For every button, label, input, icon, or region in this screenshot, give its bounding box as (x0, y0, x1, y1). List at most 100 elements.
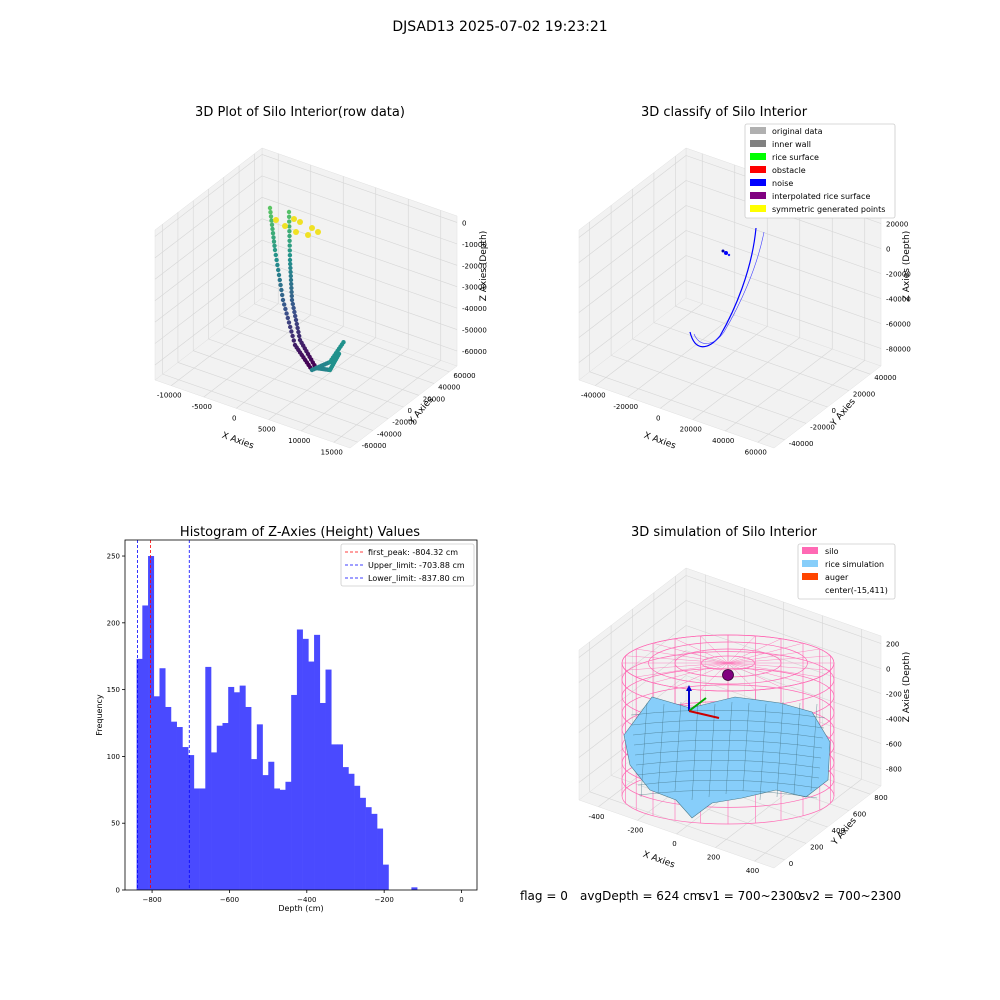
classify-zgrid (578, 255, 687, 338)
raw-point (287, 243, 292, 248)
classify-legend-swatch (750, 205, 766, 212)
simulation-3d-plot: 3D simulation of Silo Interior -400 -200 0… (578, 525, 912, 875)
sim-zgrid (578, 575, 687, 658)
simulation-legend-swatch (802, 547, 818, 554)
raw-point (288, 265, 293, 271)
raw-point (305, 232, 311, 238)
raw-xtick-label: 5000 (258, 426, 276, 434)
rice-mesh-line (631, 719, 825, 729)
raw-zgrid (154, 261, 263, 344)
rice-mesh-line (810, 703, 818, 792)
raw-point (267, 205, 273, 211)
sim-zgrid (578, 675, 687, 758)
classify-xtick-label: -20000 (613, 403, 638, 411)
raw-point (274, 257, 279, 263)
classify-ytick-label: -40000 (789, 440, 814, 448)
silo-roof-spoke (625, 662, 729, 671)
raw-point (291, 338, 296, 343)
classify-xtick-label: -40000 (581, 392, 606, 400)
raw-point (288, 269, 293, 275)
raw-point (287, 238, 292, 243)
silo-roof-spoke (727, 638, 782, 664)
raw-ztick-label: -40000 (462, 305, 487, 313)
rice-mesh-line (632, 729, 824, 739)
histogram-bar (331, 744, 338, 890)
raw-ztick-label: -20000 (462, 262, 487, 270)
classify-legend-swatch (750, 166, 766, 173)
classify-legend-swatch (750, 153, 766, 160)
histogram-bar (176, 727, 183, 890)
histogram-xtick-label: 0 (459, 896, 463, 904)
histogram-bar (199, 788, 206, 890)
raw-ytick-label: 40000 (438, 384, 460, 392)
raw-ytick-label: -40000 (377, 430, 402, 438)
classify-ytick-label: 0 (832, 407, 836, 415)
raw-point (287, 248, 292, 253)
histogram-bar (285, 781, 292, 890)
raw-ytick-label: 0 (408, 407, 412, 415)
raw-point (286, 214, 292, 219)
raw-point (287, 229, 292, 234)
classify-zgrid (578, 180, 687, 263)
raw-point (270, 231, 276, 236)
rice-mesh-line (759, 703, 767, 801)
raw-ztick-label: -50000 (462, 327, 487, 335)
sim-ytick-label: 400 (832, 827, 845, 835)
raw-point (297, 219, 303, 225)
silo-roof-spoke (727, 662, 782, 688)
raw-point (287, 224, 292, 229)
center-marker (722, 669, 734, 681)
sim-ztick-label: -600 (886, 741, 902, 749)
raw-xtick-label: 10000 (288, 437, 310, 445)
simulation-legend-swatch (802, 560, 818, 567)
raw-zgrid (154, 282, 263, 366)
classify-ygrid (675, 305, 871, 375)
raw-point (275, 262, 280, 268)
sim-xtick-label: 400 (746, 867, 759, 875)
raw-ygrid (177, 362, 374, 431)
raw-point (273, 217, 279, 223)
status-flag: flag = 0 (520, 889, 568, 903)
raw-ytick-label: 60000 (453, 372, 475, 380)
classify-legend-label: interpolated rice surface (772, 192, 870, 201)
raw-point (293, 229, 299, 235)
sim-xtick-label: 0 (672, 840, 676, 848)
raw-point (289, 329, 294, 334)
raw-point (290, 333, 295, 339)
raw-zgrid (154, 197, 263, 280)
raw-zgrid-back (261, 239, 458, 309)
status-sv1: sv1 = 700~2300 (699, 889, 801, 903)
histogram-bar (308, 661, 315, 890)
sim-ytick-label: 0 (789, 860, 793, 868)
histogram-ytick-label: 100 (107, 753, 120, 761)
raw-ztick-label: -30000 (462, 284, 487, 292)
histogram-legend-label: Lower_limit: -837.80 cm (368, 574, 465, 583)
raw-point (287, 257, 293, 263)
histogram-ytick-label: 0 (116, 887, 120, 895)
sim-zgrid-back (685, 575, 882, 644)
raw-zgrid-back (261, 261, 458, 330)
raw-point (289, 285, 294, 291)
status-line: flag = 0 avgDepth = 624 cm sv1 = 700~230… (520, 889, 901, 903)
classify-ztick-label: -80000 (886, 346, 911, 354)
sim-zgrid (578, 600, 687, 683)
classify-legend-label: rice surface (772, 153, 819, 162)
sim-ztick-label: -800 (886, 766, 902, 774)
histogram-bar (325, 669, 332, 890)
simulation-plot-zlabel: Z Axies (Depth) (902, 652, 912, 723)
silo-roof-spoke (727, 662, 756, 691)
noise-curve (693, 231, 765, 344)
simulation-plot-xlabel: X Axies (641, 850, 676, 871)
classify-ztick-label: 20000 (886, 221, 908, 229)
classify-xtick-label: 40000 (712, 437, 734, 445)
histogram-legend-label: Upper_limit: -703.88 cm (368, 561, 465, 570)
histogram-bar (279, 789, 286, 890)
histogram-bar (342, 767, 349, 890)
silo-roof-spoke (674, 638, 729, 664)
sim-ytick-label: 800 (874, 794, 887, 802)
raw-point (269, 222, 275, 227)
histogram-bar (377, 828, 384, 890)
histogram-bar (233, 692, 240, 890)
raw-point (272, 247, 278, 253)
